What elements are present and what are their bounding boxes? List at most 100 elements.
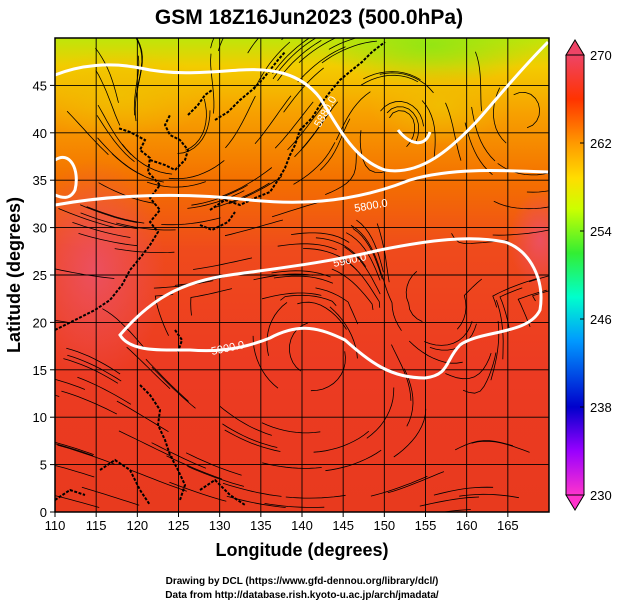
streamline xyxy=(272,38,311,75)
streamline xyxy=(350,225,383,276)
streamline xyxy=(321,40,378,64)
streamline xyxy=(224,429,281,452)
x-tick-label: 115 xyxy=(86,518,107,533)
streamline xyxy=(366,387,395,439)
streamline xyxy=(526,190,549,193)
colorbar-tick-label: 254 xyxy=(590,224,612,239)
cool-anomaly-northwest xyxy=(55,50,210,140)
contour-5880 xyxy=(55,169,549,207)
streamline xyxy=(298,38,337,63)
colorbar-bottom-arrow xyxy=(565,494,585,511)
streamline xyxy=(55,394,60,397)
colorbar-top-arrow xyxy=(565,39,585,56)
streamline xyxy=(262,292,322,300)
x-tick-label: 110 xyxy=(45,518,66,533)
y-tick-label: 40 xyxy=(33,126,47,141)
colorbar-tick-label: 230 xyxy=(590,488,612,503)
streamline xyxy=(325,449,382,472)
streamline xyxy=(419,496,480,507)
coastlines xyxy=(55,41,386,506)
contour-lines xyxy=(55,40,549,380)
streamline xyxy=(471,106,496,162)
streamline xyxy=(455,440,514,451)
streamline xyxy=(271,270,331,278)
streamline xyxy=(97,137,144,177)
streamline xyxy=(96,115,135,163)
streamline xyxy=(126,346,171,389)
colorbar-tick-label: 238 xyxy=(590,400,612,415)
streamline xyxy=(303,248,358,271)
streamline xyxy=(185,98,207,151)
streamline xyxy=(294,109,332,158)
streamline xyxy=(471,440,530,453)
streamline xyxy=(391,344,412,401)
colorbar-tick-label: 270 xyxy=(590,48,612,63)
streamline xyxy=(359,130,387,173)
credit-drawing: Drawing by DCL (https://www.gfd-dennou.o… xyxy=(166,576,439,587)
streamline xyxy=(331,268,374,310)
streamline xyxy=(495,299,504,360)
streamline xyxy=(492,278,538,308)
x-tick-label: 160 xyxy=(456,518,478,533)
streamline xyxy=(95,70,121,126)
streamline xyxy=(217,38,224,52)
streamline xyxy=(389,110,416,148)
streamline xyxy=(408,340,463,364)
streamline xyxy=(55,443,94,456)
x-axis-label: Longitude (degrees) xyxy=(215,540,388,560)
streamline xyxy=(253,41,291,90)
x-tick-label: 150 xyxy=(373,518,395,533)
streamline xyxy=(274,101,314,149)
x-tick-label: 165 xyxy=(497,518,519,533)
streamline xyxy=(55,495,100,508)
streamline xyxy=(118,430,174,458)
chart-title: GSM 18Z16Jun2023 (500.0hPa) xyxy=(155,6,463,29)
streamline xyxy=(363,71,421,81)
streamline xyxy=(95,47,119,103)
streamline xyxy=(187,190,245,209)
streamline xyxy=(405,271,423,322)
streamline xyxy=(61,390,117,415)
streamline xyxy=(72,222,131,238)
streamline xyxy=(81,486,140,506)
streamline xyxy=(185,452,242,476)
streamline xyxy=(285,494,346,499)
streamline xyxy=(55,378,86,390)
streamline xyxy=(424,320,473,346)
streamline xyxy=(445,102,462,161)
streamline xyxy=(287,103,326,151)
streamline xyxy=(310,351,346,392)
streamline xyxy=(222,482,282,497)
contour-west xyxy=(55,156,78,199)
streamline xyxy=(97,104,132,155)
streamline xyxy=(513,91,541,129)
map-plot-area: 5800.0 5900.0 5900.0 5880.0 xyxy=(55,38,549,512)
streamline xyxy=(459,493,519,499)
contour-5800 xyxy=(55,40,549,173)
streamline xyxy=(370,475,428,497)
streamline xyxy=(116,222,176,231)
x-tick-label: 120 xyxy=(126,518,148,533)
y-axis-ticks: 0 5 10 15 20 25 30 35 40 45 xyxy=(33,78,55,520)
streamline xyxy=(116,400,169,433)
streamline xyxy=(356,219,384,273)
streamline xyxy=(55,441,94,455)
streamline xyxy=(222,423,278,448)
streamline xyxy=(193,257,253,270)
streamline xyxy=(433,486,494,496)
streamline xyxy=(247,38,260,54)
streamline xyxy=(190,288,232,316)
streamline xyxy=(78,233,138,247)
streamline xyxy=(462,352,497,394)
x-axis-ticks: 110 115 120 125 130 135 140 145 150 155 160 165 xyxy=(45,512,519,533)
streamline xyxy=(261,422,321,434)
streamline xyxy=(277,243,337,251)
streamline xyxy=(393,408,427,458)
streamline xyxy=(280,294,337,306)
streamline xyxy=(386,106,420,142)
y-tick-label: 10 xyxy=(33,410,47,425)
streamline xyxy=(67,354,122,382)
streamline xyxy=(273,275,334,284)
colorbar-tick-label: 262 xyxy=(590,136,612,151)
